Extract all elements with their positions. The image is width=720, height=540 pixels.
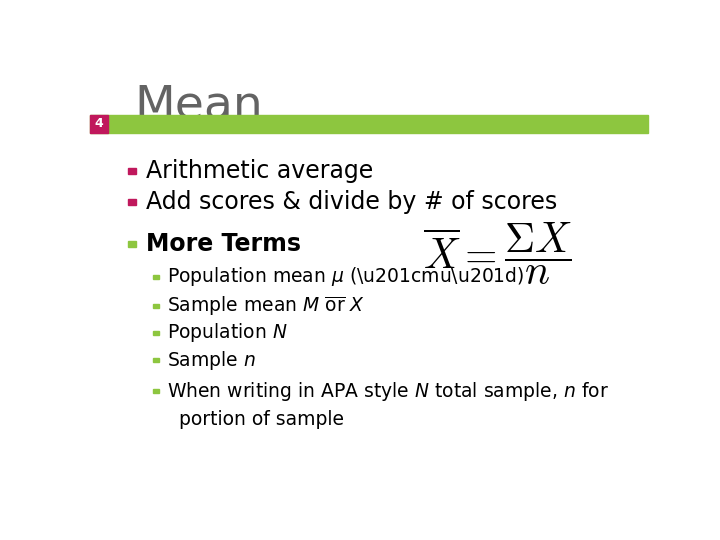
- Text: Sample mean $M$ $\overline{\rm or}$ $X$: Sample mean $M$ $\overline{\rm or}$ $X$: [167, 294, 365, 318]
- Text: Population mean $\mu$ (\u201cmu\u201d): Population mean $\mu$ (\u201cmu\u201d): [167, 265, 524, 288]
- Text: Sample $n$: Sample $n$: [167, 348, 256, 372]
- Bar: [90, 115, 648, 133]
- Bar: [128, 168, 136, 174]
- Bar: [153, 304, 158, 308]
- Bar: [153, 275, 158, 279]
- Text: Arithmetic average: Arithmetic average: [145, 159, 373, 183]
- Text: portion of sample: portion of sample: [179, 410, 344, 429]
- Text: Add scores & divide by # of scores: Add scores & divide by # of scores: [145, 190, 557, 214]
- Bar: [153, 389, 158, 393]
- Bar: [128, 241, 136, 246]
- Bar: [90, 115, 108, 133]
- Text: $\overline{X} = \dfrac{\Sigma X}{n}$: $\overline{X} = \dfrac{\Sigma X}{n}$: [423, 221, 572, 287]
- Text: More Terms: More Terms: [145, 232, 301, 255]
- Text: Population $N$: Population $N$: [167, 321, 288, 345]
- Bar: [153, 358, 158, 362]
- Text: 4: 4: [94, 117, 103, 130]
- Text: When writing in APA style $N$ total sample, $n$ for: When writing in APA style $N$ total samp…: [167, 380, 609, 403]
- Text: Mean: Mean: [135, 84, 264, 129]
- Bar: [153, 331, 158, 335]
- Bar: [128, 199, 136, 205]
